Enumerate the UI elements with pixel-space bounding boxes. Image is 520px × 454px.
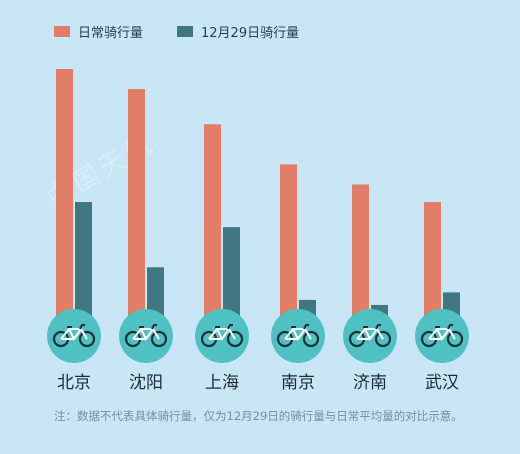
bicycle-icon (276, 324, 320, 348)
category-label: 武汉 (425, 373, 459, 393)
chart-legend: 日常骑行量 12月29日骑行量 (54, 22, 333, 41)
category-label: 北京 (57, 373, 91, 393)
category-label: 济南 (353, 373, 387, 393)
bicycle-badge (271, 309, 325, 363)
category-label: 沈阳 (129, 373, 163, 393)
bar-daily (128, 89, 145, 320)
bicycle-badge (415, 309, 469, 363)
bar-daily (56, 69, 73, 320)
bar-dec29 (223, 227, 240, 320)
bar-daily (424, 202, 441, 320)
bicycle-badge (195, 309, 249, 363)
legend-label-daily: 日常骑行量 (78, 26, 144, 41)
bar-daily (280, 164, 297, 320)
bicycle-badge (343, 309, 397, 363)
bicycle-badge (119, 309, 173, 363)
bicycle-badge (47, 309, 101, 363)
legend-swatch-daily (54, 26, 70, 37)
category-label: 上海 (205, 373, 239, 393)
bar-daily (352, 184, 369, 320)
bicycle-icon (420, 324, 464, 348)
bicycle-icon (200, 324, 244, 348)
legend-item-dec29: 12月29日骑行量 (177, 22, 299, 41)
legend-label-dec29: 12月29日骑行量 (201, 26, 300, 41)
legend-item-daily: 日常骑行量 (54, 22, 143, 41)
legend-swatch-dec29 (177, 26, 194, 37)
bicycle-icon (348, 324, 392, 348)
bar-dec29 (75, 202, 92, 320)
bar-daily (204, 124, 221, 320)
category-label: 南京 (281, 373, 315, 393)
bicycle-icon (124, 324, 168, 348)
footnote: 注：数据不代表具体骑行量，仅为12月29日的骑行量与日常平均量的对比示意。 (54, 409, 463, 423)
bar-dec29 (147, 267, 164, 320)
bicycle-icon (52, 324, 96, 348)
